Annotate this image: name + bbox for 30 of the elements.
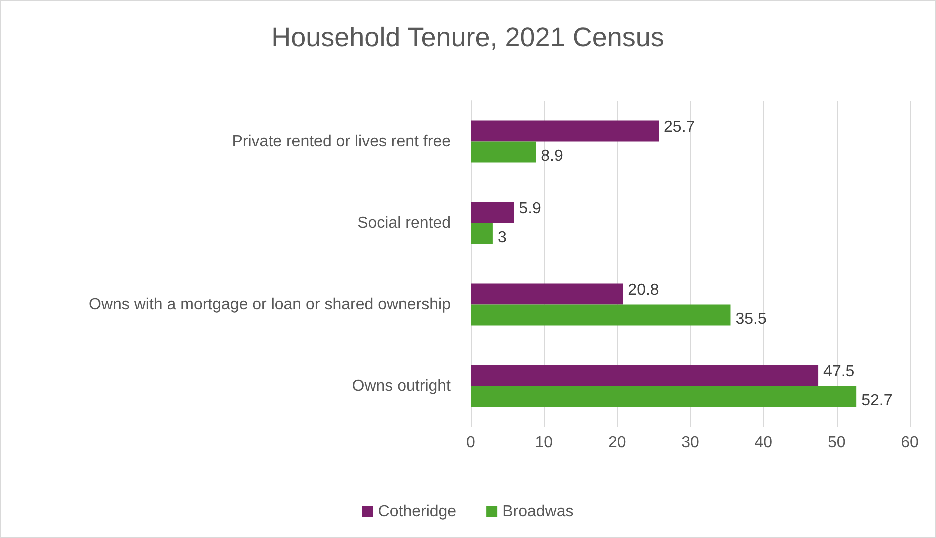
legend-label: Broadwas	[502, 504, 574, 520]
data-label: 20.8	[628, 282, 660, 299]
x-tick-label: 0	[466, 434, 476, 452]
bar	[471, 304, 731, 326]
y-tick-label: Owns outright	[352, 378, 452, 395]
x-tick-label: 40	[754, 434, 773, 452]
bar	[471, 365, 819, 386]
chart-title: Household Tenure, 2021 Census	[272, 22, 664, 52]
y-tick-label: Social rented	[358, 214, 451, 232]
bar	[471, 202, 514, 224]
x-tick-label: 10	[535, 434, 554, 452]
bar	[471, 223, 493, 244]
data-label: 3	[498, 229, 507, 246]
bar	[471, 142, 536, 163]
data-label: 8.9	[541, 148, 564, 165]
y-tick-label: Owns with a mortgage or loan or shared ownership	[89, 296, 452, 314]
bar	[471, 386, 857, 408]
y-tick-label: Private rented or lives rent free	[232, 133, 452, 150]
bar	[471, 284, 624, 305]
data-label: 47.5	[824, 363, 855, 380]
x-tick-label: 50	[828, 434, 846, 452]
x-tick-label: 30	[682, 434, 700, 452]
bar	[471, 120, 660, 142]
data-label: 5.9	[519, 200, 542, 218]
data-label: 25.7	[664, 118, 696, 136]
x-tick-label: 60	[901, 434, 919, 452]
data-label: 35.5	[736, 310, 767, 328]
data-label: 52.7	[862, 392, 893, 410]
x-tick-label: 20	[608, 434, 626, 452]
legend-label: Cotheridge	[378, 504, 457, 520]
